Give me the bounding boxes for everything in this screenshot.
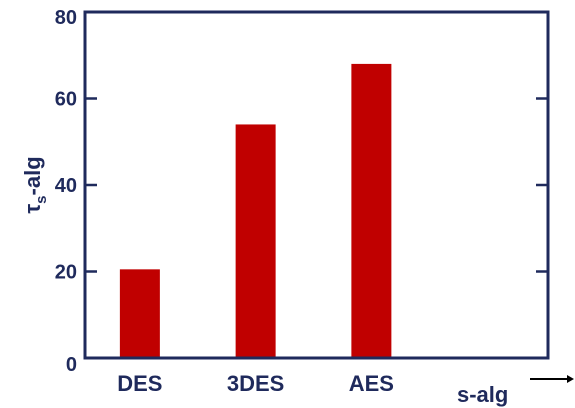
y-tick-label: 40 <box>55 175 77 197</box>
x-tick-label: AES <box>349 371 394 396</box>
y-tick-label: 20 <box>55 262 77 284</box>
y-axis-label-sub: s <box>33 195 50 203</box>
y-tick-label: 60 <box>55 89 77 111</box>
y-ticks-group: 0 20 40 60 80 <box>55 7 548 376</box>
bars-group <box>119 63 392 359</box>
y-tick-label: 0 <box>66 354 77 376</box>
bar-aes <box>351 63 392 359</box>
y-axis-label: τs-alg <box>20 156 50 213</box>
y-axis-label-main: τ <box>20 204 45 214</box>
x-axis-label: s-alg <box>457 382 508 407</box>
x-tick-label: 3DES <box>227 371 284 396</box>
x-tick-label: DES <box>117 371 162 396</box>
y-axis-label-suffix: -alg <box>20 156 45 195</box>
bar-3des <box>235 124 276 358</box>
y-tick-label: 80 <box>55 7 77 29</box>
x-axis-arrow-head-icon <box>567 375 574 383</box>
x-ticks-group: DES 3DES AES <box>117 371 394 396</box>
bar-des <box>119 269 160 358</box>
